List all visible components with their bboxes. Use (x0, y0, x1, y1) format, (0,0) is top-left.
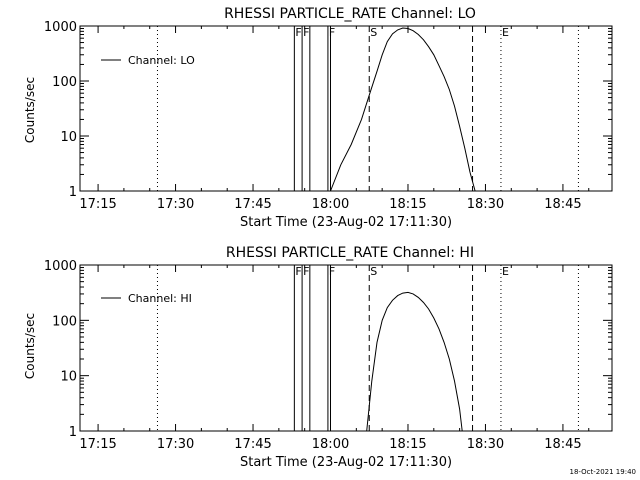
y-tick-label: 1 (69, 185, 77, 200)
series-line (366, 291, 463, 432)
marker-label: F (329, 26, 335, 39)
chart-legend: Channel: LO (101, 54, 195, 67)
plot-frame (79, 264, 613, 432)
y-tick-label: 1000 (44, 20, 77, 35)
x-tick-label: 18:15 (389, 197, 426, 212)
x-tick-label: 18:45 (544, 197, 581, 212)
chart-legend: Channel: HI (101, 292, 192, 305)
plot-frame (79, 25, 613, 192)
y-tick-label: 1000 (44, 259, 77, 274)
series-line (330, 27, 476, 192)
x-tick-label: 18:15 (389, 437, 426, 452)
marker-label: F (329, 265, 335, 278)
x-tick-label: 17:45 (234, 437, 271, 452)
marker-label: S (370, 265, 377, 278)
hi-channel-panel: RHESSI PARTICLE_RATE Channel: HI Start T… (23, 245, 613, 470)
y-axis-label: Counts/sec (23, 77, 37, 143)
marker-label: E (502, 265, 509, 278)
x-tick-label: 17:45 (234, 197, 271, 212)
y-tick-label: 10 (60, 370, 77, 385)
y-axis-label: Counts/sec (23, 313, 37, 379)
lo-channel-panel: RHESSI PARTICLE_RATE Channel: LO Start T… (23, 6, 613, 230)
x-tick-label: 17:15 (79, 197, 116, 212)
chart-title: RHESSI PARTICLE_RATE Channel: HI (226, 245, 474, 261)
y-tick-label: 10 (60, 130, 77, 145)
chart-title: RHESSI PARTICLE_RATE Channel: LO (224, 6, 476, 22)
y-tick-label: 100 (52, 75, 77, 90)
marker-label: F (295, 265, 301, 278)
x-tick-label: 18:00 (312, 197, 349, 212)
x-tick-label: 18:30 (467, 197, 504, 212)
x-axis-label: Start Time (23-Aug-02 17:11:30) (240, 215, 452, 230)
x-tick-label: 17:15 (79, 437, 116, 452)
marker-label: F (295, 26, 301, 39)
marker-label: F (303, 26, 309, 39)
x-tick-label: 18:00 (312, 437, 349, 452)
marker-label: E (502, 26, 509, 39)
x-tick-label: 18:45 (544, 437, 581, 452)
y-tick-label: 1 (69, 425, 77, 440)
x-tick-label: 17:30 (157, 437, 194, 452)
legend-entry: Channel: LO (128, 54, 195, 67)
y-tick-label: 100 (52, 314, 77, 329)
x-tick-label: 18:30 (467, 437, 504, 452)
footer-timestamp: 18-Oct-2021 19:40 (570, 468, 636, 476)
x-axis-label: Start Time (23-Aug-02 17:11:30) (240, 455, 452, 470)
x-tick-label: 17:30 (157, 197, 194, 212)
marker-label: S (370, 26, 377, 39)
marker-label: F (303, 265, 309, 278)
legend-entry: Channel: HI (128, 292, 192, 305)
